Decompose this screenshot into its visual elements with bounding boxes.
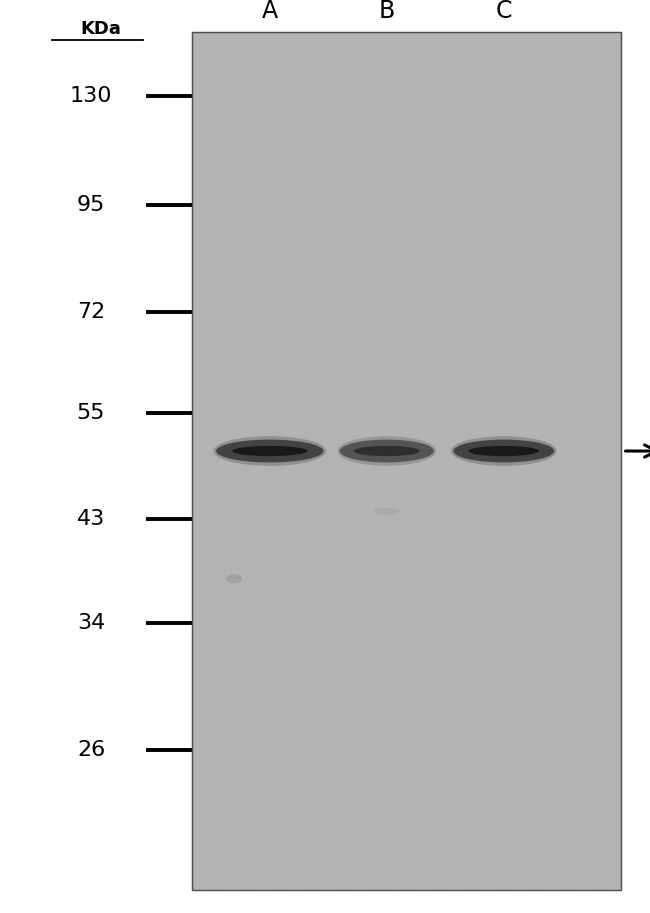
- Text: KDa: KDa: [81, 20, 121, 38]
- Ellipse shape: [232, 446, 307, 456]
- Bar: [192, 32, 621, 890]
- Bar: [192, 32, 621, 890]
- Ellipse shape: [213, 436, 326, 466]
- Ellipse shape: [374, 508, 400, 515]
- Bar: [328, 32, 445, 890]
- Text: 34: 34: [77, 613, 105, 633]
- Ellipse shape: [469, 446, 539, 456]
- Ellipse shape: [451, 436, 556, 466]
- Text: C: C: [495, 0, 512, 23]
- Text: 55: 55: [77, 403, 105, 423]
- Ellipse shape: [354, 446, 420, 456]
- Text: 72: 72: [77, 302, 105, 322]
- Ellipse shape: [337, 436, 436, 466]
- Bar: [192, 32, 328, 890]
- Text: 26: 26: [77, 740, 105, 761]
- Text: 95: 95: [77, 195, 105, 215]
- Text: 43: 43: [77, 509, 105, 529]
- Text: B: B: [378, 0, 395, 23]
- Ellipse shape: [454, 440, 554, 463]
- Ellipse shape: [226, 574, 242, 583]
- Text: 130: 130: [70, 86, 112, 106]
- Text: A: A: [262, 0, 278, 23]
- Ellipse shape: [339, 440, 434, 463]
- Bar: [445, 32, 621, 890]
- Ellipse shape: [216, 440, 324, 463]
